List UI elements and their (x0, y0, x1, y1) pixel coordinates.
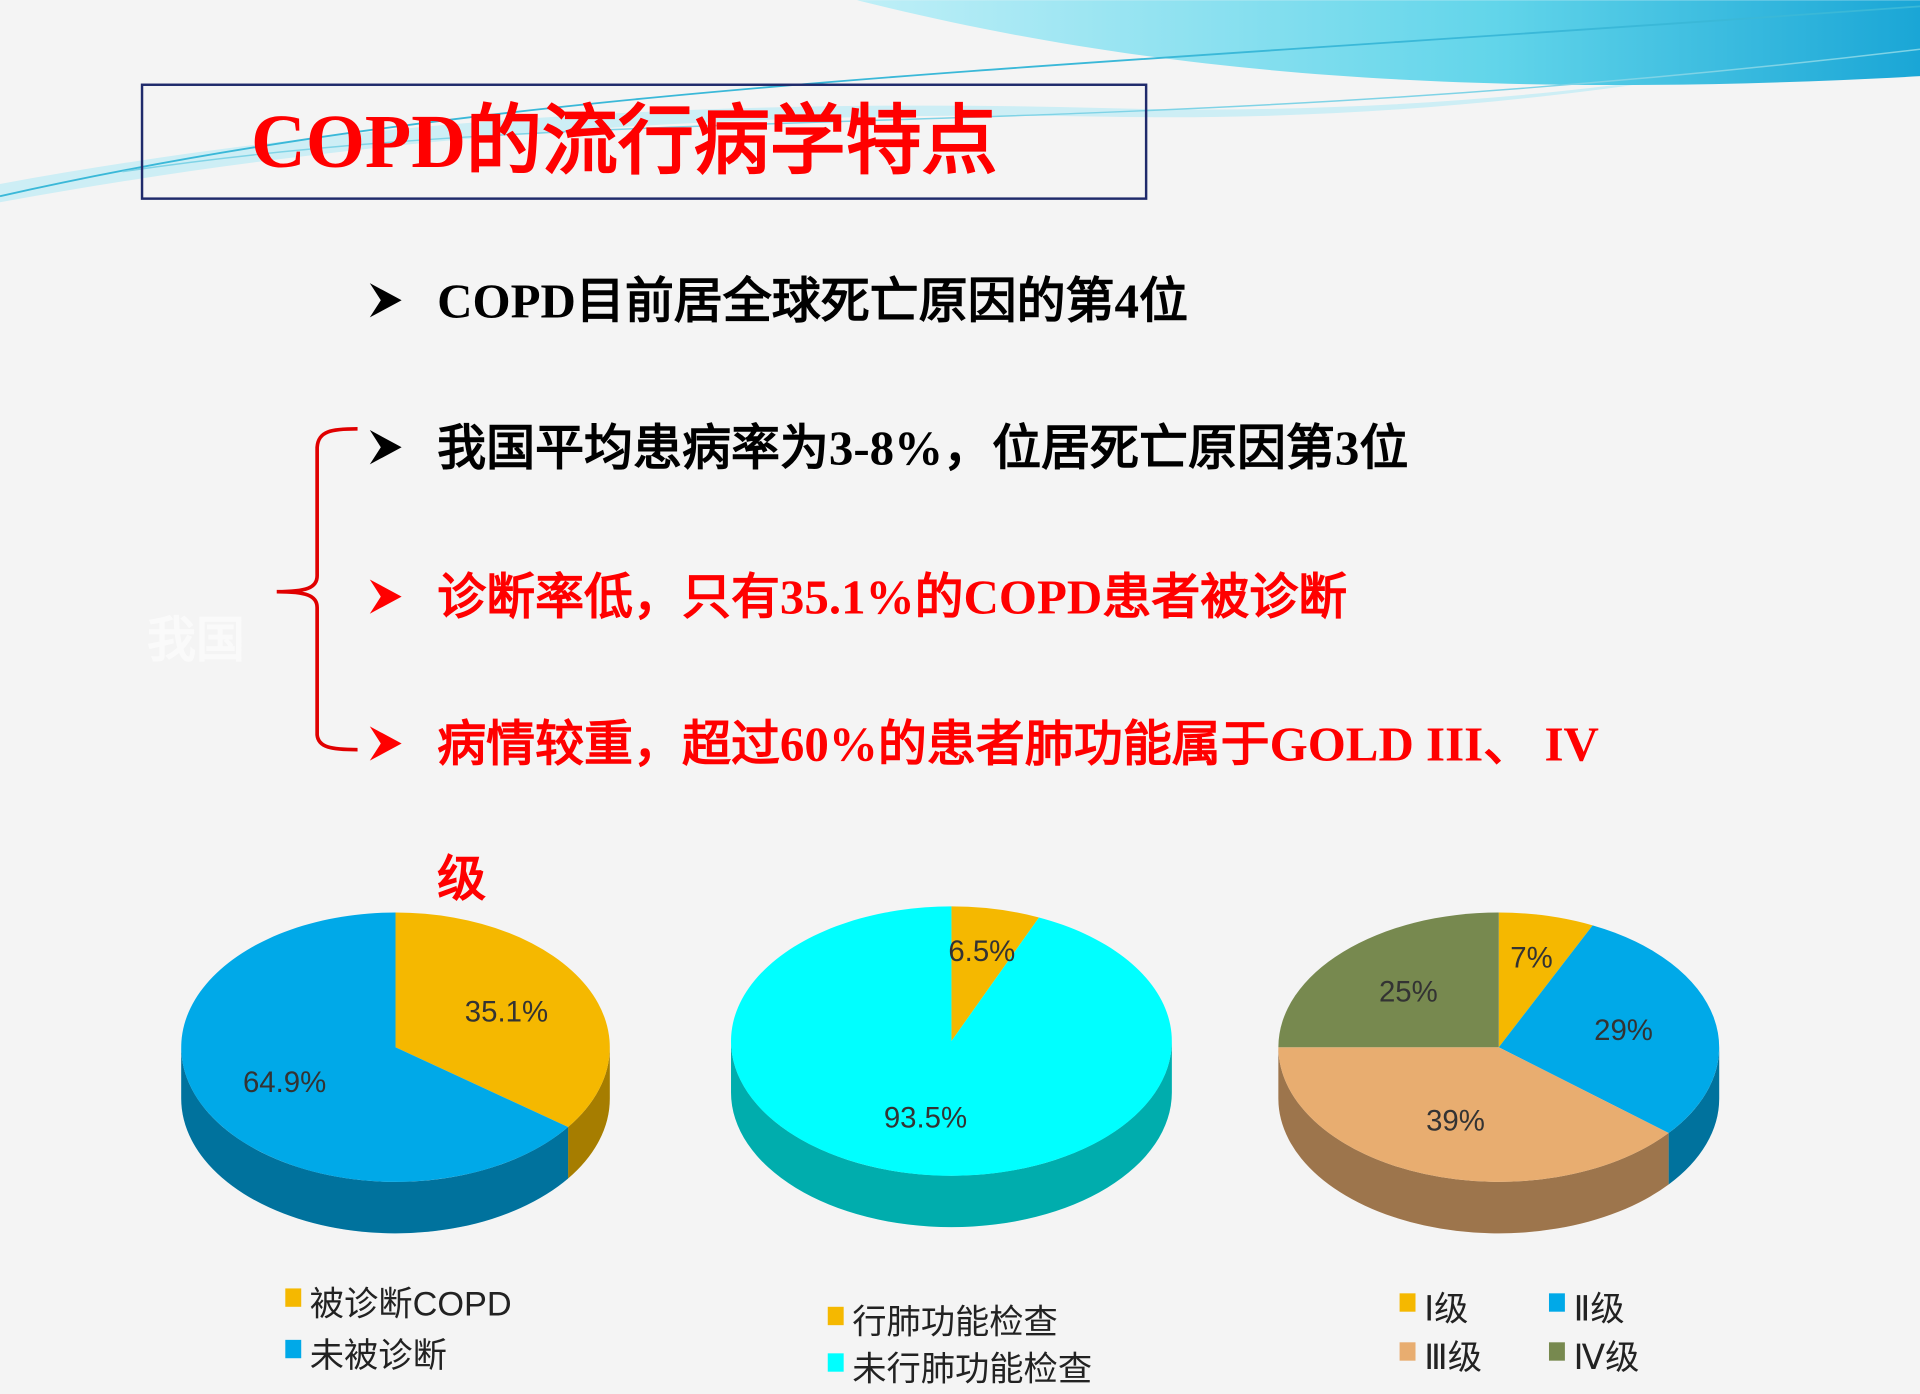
pie-slice (1278, 1047, 1669, 1182)
pie-label: 64.9% (243, 1066, 326, 1099)
title-box (140, 83, 1148, 200)
legend-swatch (1399, 1342, 1416, 1361)
legend-label: 行肺功能检查 (852, 1304, 1058, 1342)
pie-label: 93.5% (884, 1101, 967, 1134)
pie-side (568, 1047, 610, 1179)
pie-label: 6.5% (948, 935, 1015, 968)
legend-label: Ⅰ级 (1424, 1290, 1468, 1328)
pie-side-shade (1668, 1047, 1720, 1185)
legend-label: Ⅳ级 (1573, 1339, 1639, 1377)
side-note: 我国 (147, 613, 245, 668)
pie-side (181, 1047, 569, 1234)
legend-swatch (1399, 1293, 1416, 1312)
pie-label: 39% (1426, 1105, 1485, 1138)
bullet-text: 级 (437, 851, 486, 906)
pie-side (731, 1041, 1172, 1228)
pie-slice (1498, 925, 1720, 1134)
legend-label: 被诊断COPD (310, 1285, 512, 1323)
pie-side-shade (568, 1047, 610, 1179)
pie-side-shade (731, 1041, 1172, 1228)
pie-label: 25% (1379, 976, 1438, 1009)
pie-slice (951, 906, 1039, 1042)
pie-slice (1278, 912, 1499, 1048)
legend-swatch (827, 1353, 844, 1372)
legend-label: Ⅱ级 (1573, 1290, 1624, 1328)
pie-side (1668, 1047, 1720, 1185)
pie-side-shade (181, 1047, 569, 1234)
pie-slice (181, 912, 569, 1182)
pie-slice (731, 906, 1172, 1176)
pie-slice (1498, 912, 1593, 1048)
pie-side-shade (1278, 1047, 1669, 1234)
wave-line (122, 48, 1920, 173)
bullet-text: COPD目前居全球死亡原因的第4位 (437, 273, 1188, 328)
charts: 35.1% 64.9% 被诊断COPD 未被诊断 6.5% 93.5% 行肺功能检查未行肺功… (181, 906, 1720, 1388)
bullet-text: 诊断率低，只有35.1%的COPD患者被诊断 (437, 570, 1347, 625)
legend-swatch (285, 1288, 302, 1307)
legend-label: 未被诊断 (310, 1337, 447, 1375)
pie-side (1278, 1047, 1669, 1234)
slide-title: COPD的流行病学特点 (251, 100, 997, 184)
pie-label: 35.1% (465, 996, 548, 1029)
pie-label: 7% (1510, 942, 1552, 975)
bullet-text: 我国平均患病率为3-8%，位居死亡原因第3位 (437, 420, 1408, 475)
bullet-arrow (369, 430, 402, 465)
bullet-arrow (369, 726, 402, 761)
legend-swatch (1548, 1342, 1565, 1361)
legend-swatch (1548, 1293, 1565, 1312)
bullet-text: 病情较重，超过60%的患者肺功能属于GOLD III、 IV (437, 717, 1599, 772)
legend-label: Ⅲ级 (1424, 1339, 1482, 1377)
bullet-arrow (369, 283, 402, 318)
legend-label: 未行肺功能检查 (852, 1350, 1092, 1388)
pie-slice (395, 912, 610, 1128)
legend-swatch (285, 1339, 302, 1359)
bullet-arrow (369, 579, 402, 614)
legend-swatch (827, 1306, 844, 1326)
bullet-list: COPD目前居全球死亡原因的第4位我国平均患病率为3-8%，位居死亡原因第3位诊… (369, 273, 1599, 906)
pie-label: 29% (1594, 1014, 1653, 1047)
